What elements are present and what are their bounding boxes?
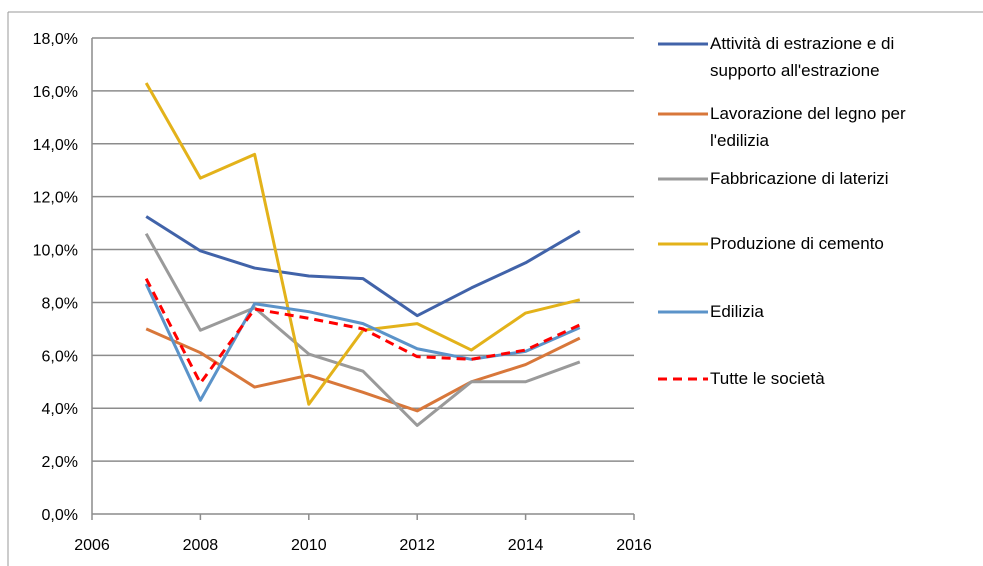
legend-label: Edilizia — [710, 302, 764, 321]
legend-label: Tutte le società — [710, 369, 825, 388]
y-tick-label: 8,0% — [42, 295, 78, 312]
legend-label: Lavorazione del legno per l'edilizia — [710, 104, 906, 150]
legend-swatch — [658, 112, 708, 116]
legend-label: Attività di estrazione e di supporto all… — [710, 34, 895, 80]
series-line — [144, 232, 581, 427]
x-tick-label: 2016 — [616, 537, 652, 554]
y-tick-label: 14,0% — [33, 137, 78, 154]
series-line — [145, 215, 581, 318]
legend-item: Fabbricazione di laterizi — [656, 165, 956, 192]
legend-label: Produzione di cemento — [710, 234, 884, 253]
y-tick-label: 2,0% — [42, 454, 78, 471]
legend-swatch — [658, 177, 708, 181]
y-tick-label: 6,0% — [42, 348, 78, 365]
legend-item: Tutte le società — [656, 365, 956, 392]
x-tick-label: 2010 — [291, 537, 327, 554]
legend-swatch — [658, 242, 708, 246]
legend-item: Produzione di cemento — [656, 230, 956, 257]
legend-item: Edilizia — [656, 298, 956, 325]
x-tick-label: 2008 — [183, 537, 219, 554]
y-tick-label: 16,0% — [33, 84, 78, 101]
series-line — [145, 327, 581, 413]
legend-swatch — [658, 42, 708, 46]
legend-item: Lavorazione del legno per l'edilizia — [656, 100, 956, 154]
legend-item: Attività di estrazione e di supporto all… — [656, 30, 956, 84]
y-tick-label: 10,0% — [33, 243, 78, 260]
series-line — [144, 277, 581, 385]
x-tick-label: 2006 — [74, 537, 110, 554]
y-tick-label: 18,0% — [33, 31, 78, 48]
y-tick-label: 12,0% — [33, 190, 78, 207]
legend-label: Fabbricazione di laterizi — [710, 169, 889, 188]
y-tick-label: 4,0% — [42, 401, 78, 418]
x-tick-label: 2012 — [399, 537, 435, 554]
legend-swatch — [658, 377, 708, 381]
legend-swatch — [658, 310, 708, 314]
x-tick-label: 2014 — [508, 537, 544, 554]
y-tick-label: 0,0% — [42, 507, 78, 524]
